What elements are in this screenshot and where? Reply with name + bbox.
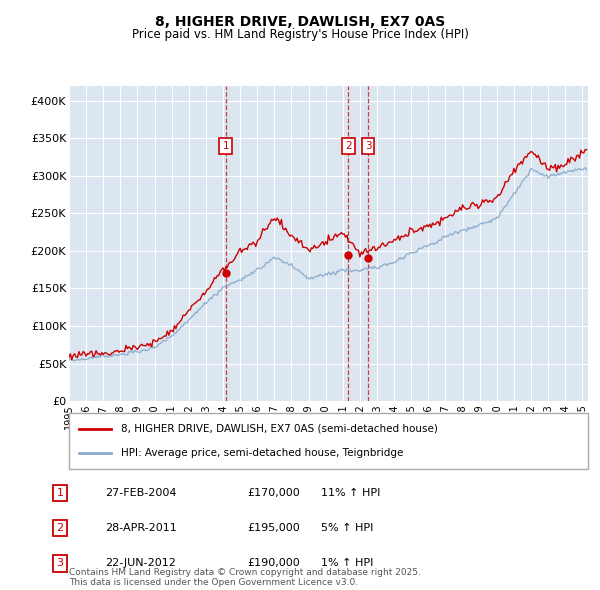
Text: Contains HM Land Registry data © Crown copyright and database right 2025.
This d: Contains HM Land Registry data © Crown c…	[69, 568, 421, 587]
Text: 5% ↑ HPI: 5% ↑ HPI	[321, 523, 373, 533]
Text: 3: 3	[365, 140, 371, 150]
Text: £195,000: £195,000	[247, 523, 300, 533]
Text: 2: 2	[56, 523, 64, 533]
Text: 27-FEB-2004: 27-FEB-2004	[105, 488, 176, 497]
Text: 3: 3	[56, 559, 64, 568]
Text: 11% ↑ HPI: 11% ↑ HPI	[321, 488, 380, 497]
Text: 1: 1	[223, 140, 229, 150]
Text: 8, HIGHER DRIVE, DAWLISH, EX7 0AS: 8, HIGHER DRIVE, DAWLISH, EX7 0AS	[155, 15, 445, 29]
Text: 1: 1	[56, 488, 64, 497]
Text: £190,000: £190,000	[247, 559, 300, 568]
Text: 1% ↑ HPI: 1% ↑ HPI	[321, 559, 373, 568]
Text: Price paid vs. HM Land Registry's House Price Index (HPI): Price paid vs. HM Land Registry's House …	[131, 28, 469, 41]
Text: 28-APR-2011: 28-APR-2011	[105, 523, 177, 533]
Text: 8, HIGHER DRIVE, DAWLISH, EX7 0AS (semi-detached house): 8, HIGHER DRIVE, DAWLISH, EX7 0AS (semi-…	[121, 424, 438, 434]
Text: £170,000: £170,000	[247, 488, 300, 497]
Text: 2: 2	[345, 140, 352, 150]
Text: HPI: Average price, semi-detached house, Teignbridge: HPI: Average price, semi-detached house,…	[121, 448, 403, 458]
Text: 22-JUN-2012: 22-JUN-2012	[105, 559, 176, 568]
